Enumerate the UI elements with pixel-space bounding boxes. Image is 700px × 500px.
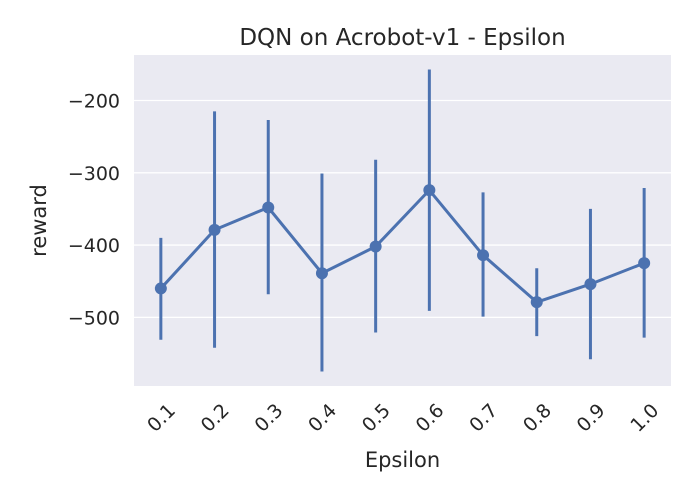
data-point [423, 184, 436, 197]
y-axis-ticks: −500 −400 −300 −200 [68, 91, 120, 330]
data-point [477, 249, 490, 262]
data-point [584, 278, 597, 291]
y-tick-label: −300 [68, 163, 120, 185]
data-point [315, 267, 328, 280]
x-axis-label: Epsilon [365, 448, 440, 472]
y-tick-label: −200 [68, 91, 120, 113]
x-tick-label: 0.7 [465, 400, 502, 437]
data-points [154, 184, 651, 309]
y-axis-label: reward [27, 184, 51, 257]
x-tick-label: 0.4 [304, 400, 341, 437]
series-line [159, 188, 646, 304]
grid-lines [134, 99, 671, 318]
data-point [262, 201, 275, 214]
data-point [638, 257, 651, 270]
x-tick-label: 0.5 [358, 400, 395, 437]
data-point [530, 296, 543, 309]
x-tick-label: 1.0 [626, 400, 663, 437]
data-point [369, 240, 382, 253]
x-tick-label: 0.9 [573, 400, 610, 437]
y-tick-label: −500 [68, 307, 120, 329]
x-tick-label: 0.8 [519, 400, 556, 437]
data-point [154, 282, 167, 295]
y-tick-label: −400 [68, 235, 120, 257]
x-tick-label: 0.2 [197, 400, 234, 437]
x-axis-ticks: 0.1 0.2 0.3 0.4 0.5 0.6 0.7 0.8 0.9 1.0 [143, 400, 663, 437]
data-point [208, 223, 221, 236]
chart-title: DQN on Acrobot-v1 - Epsilon [239, 25, 565, 51]
x-tick-label: 0.3 [250, 400, 287, 437]
x-tick-label: 0.1 [143, 400, 180, 437]
x-tick-label: 0.6 [412, 400, 449, 437]
